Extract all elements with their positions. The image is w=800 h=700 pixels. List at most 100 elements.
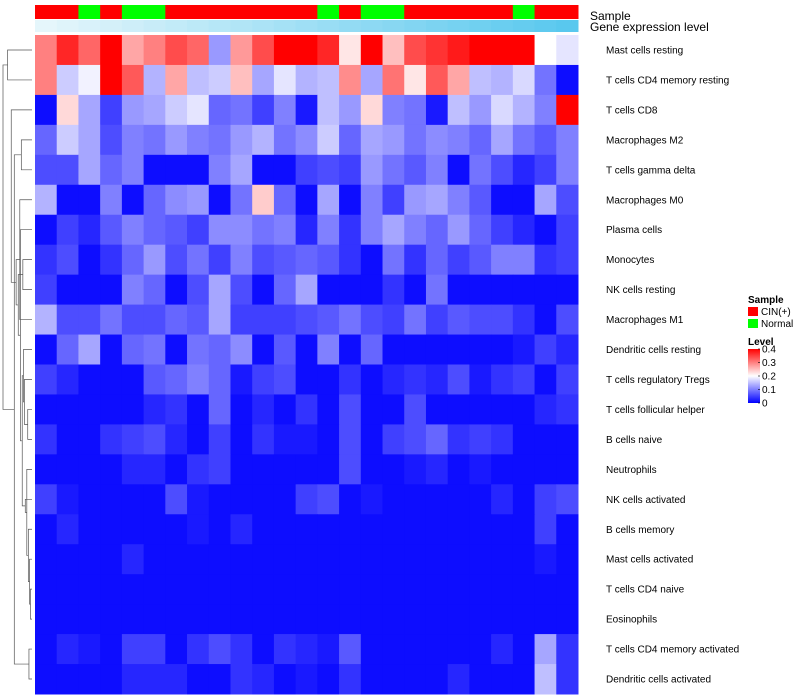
expression-annotation-cell (491, 20, 514, 32)
sample-annotation-cell (252, 5, 275, 19)
row-label: Plasma cells (606, 225, 662, 236)
row-labels: Mast cells resting T cells CD4 memory res… (606, 45, 739, 685)
heatmap-cell (534, 334, 557, 365)
heatmap-cell (208, 304, 231, 336)
heatmap-cell (35, 574, 58, 605)
heatmap-cell (56, 64, 79, 96)
heatmap-cell (121, 634, 145, 665)
dendrogram-branch (23, 349, 32, 403)
heatmap-cell (404, 244, 427, 276)
heatmap-cell (187, 154, 210, 186)
heatmap-cell (165, 544, 188, 575)
heatmap-cell (273, 184, 297, 216)
heatmap-cell (295, 394, 318, 425)
heatmap-cell (78, 304, 101, 336)
heatmap-cell (295, 364, 318, 395)
heatmap-cell (35, 154, 58, 186)
heatmap-cell (273, 664, 297, 695)
heatmap-cell (56, 454, 79, 485)
heatmap-cell (252, 35, 275, 66)
heatmap-cell (208, 64, 231, 96)
heatmap-cell (534, 124, 557, 156)
heatmap-cell (512, 154, 536, 186)
heatmap-cell (78, 35, 101, 66)
heatmap-cell (56, 94, 79, 126)
heatmap-cell (187, 544, 210, 575)
heatmap-cell (556, 35, 579, 66)
heatmap-cell (35, 214, 58, 246)
heatmap-cell (339, 35, 362, 66)
heatmap-cell (273, 274, 297, 306)
heatmap-cell (187, 364, 210, 395)
heatmap-cell (469, 244, 492, 276)
heatmap-cell (252, 574, 275, 605)
heatmap-cell (382, 424, 405, 455)
heatmap-cell (404, 454, 427, 485)
heatmap-cell (143, 334, 166, 365)
heatmap-cell (121, 94, 145, 126)
heatmap-cell (317, 64, 340, 96)
dendrogram-branch (26, 468, 32, 556)
expression-annotation-cell (143, 20, 166, 32)
heatmap-cell (100, 604, 123, 635)
heatmap-cell (165, 604, 188, 635)
heatmap-cell (447, 574, 470, 605)
heatmap-cell (469, 634, 492, 665)
heatmap-cell (78, 184, 101, 216)
heatmap-cell (556, 424, 579, 455)
heatmap-cell (35, 394, 58, 425)
heatmap-cell (165, 94, 188, 126)
sample-annotation-cell (534, 5, 557, 19)
heatmap-cell (295, 484, 318, 515)
heatmap-cell (556, 154, 579, 186)
heatmap-cell (534, 664, 557, 695)
heatmap-cell (252, 94, 275, 126)
sample-annotation-cell (425, 5, 449, 19)
heatmap-cell (35, 484, 58, 515)
dendrogram-branch (28, 648, 32, 680)
cin-legend-label: CIN(+) (761, 307, 791, 318)
heatmap-cell (35, 424, 58, 455)
heatmap-cell (187, 35, 210, 66)
heatmap-cell (425, 124, 449, 156)
expression-annotation-cell (404, 20, 427, 32)
heatmap-cell (165, 454, 188, 485)
row-label: Mast cells resting (606, 45, 683, 56)
heatmap-cell (469, 664, 492, 695)
heatmap-cell (425, 394, 449, 425)
heatmap-cell (56, 334, 79, 365)
heatmap-cell (534, 544, 557, 575)
heatmap-cell (447, 364, 470, 395)
heatmap-cell (208, 424, 231, 455)
row-label: NK cells resting (606, 285, 675, 296)
heatmap-cell (447, 64, 470, 96)
heatmap-cell (556, 334, 579, 365)
heatmap-cell (187, 394, 210, 425)
heatmap-cell (78, 214, 101, 246)
dendrogram-branch (27, 409, 32, 440)
heatmap-cell (187, 454, 210, 485)
heatmap-cell (404, 124, 427, 156)
heatmap-cell (512, 664, 536, 695)
heatmap-cell (78, 574, 101, 605)
heatmap-cell (78, 154, 101, 186)
heatmap-cell (360, 154, 384, 186)
heatmap-cell (360, 64, 384, 96)
heatmap-cell (425, 154, 449, 186)
heatmap-cell (469, 64, 492, 96)
level-tick-label: 0.2 (762, 372, 776, 383)
expression-annotation-cell (56, 20, 79, 32)
heatmap-cell (339, 514, 362, 545)
heatmap-cell (100, 214, 123, 246)
heatmap-cell (425, 544, 449, 575)
expression-annotation-cell (317, 20, 340, 32)
heatmap-cell (491, 604, 514, 635)
heatmap-cell (447, 544, 470, 575)
heatmap-cell (382, 244, 405, 276)
heatmap-cell (360, 364, 384, 395)
expression-annotation-cell (469, 20, 492, 32)
heatmap-cell (360, 454, 384, 485)
heatmap-cell (339, 664, 362, 695)
heatmap-cell (252, 484, 275, 515)
heatmap-cell (469, 214, 492, 246)
